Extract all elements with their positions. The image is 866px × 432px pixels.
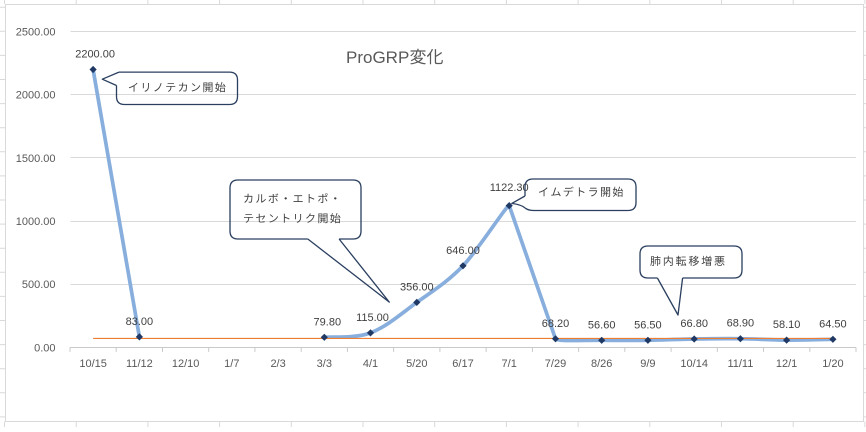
svg-text:356.00: 356.00 xyxy=(400,281,434,293)
svg-text:500.00: 500.00 xyxy=(22,279,56,291)
svg-text:115.00: 115.00 xyxy=(356,312,389,324)
svg-text:2500.00: 2500.00 xyxy=(16,27,56,39)
svg-text:646.00: 646.00 xyxy=(446,245,480,257)
svg-text:1000.00: 1000.00 xyxy=(16,216,56,228)
svg-text:6/17: 6/17 xyxy=(452,358,473,370)
svg-text:1122.30: 1122.30 xyxy=(490,182,529,194)
svg-text:66.80: 66.80 xyxy=(680,318,708,330)
svg-text:58.10: 58.10 xyxy=(773,319,801,331)
svg-text:7/1: 7/1 xyxy=(502,358,517,370)
svg-text:ProGRP: ProGRP xyxy=(346,48,409,67)
svg-text:2000.00: 2000.00 xyxy=(16,90,56,102)
svg-text:0.00: 0.00 xyxy=(34,342,55,354)
svg-text:9/9: 9/9 xyxy=(640,358,655,370)
svg-text:2/3: 2/3 xyxy=(270,358,285,370)
svg-text:3/3: 3/3 xyxy=(317,358,332,370)
svg-text:79.80: 79.80 xyxy=(314,316,342,328)
svg-text:56.50: 56.50 xyxy=(634,319,662,331)
svg-text:5/20: 5/20 xyxy=(406,358,427,370)
svg-text:11/12: 11/12 xyxy=(126,358,153,370)
svg-text:10/15: 10/15 xyxy=(79,358,107,370)
svg-text:12/1: 12/1 xyxy=(776,358,797,370)
svg-text:56.60: 56.60 xyxy=(588,319,616,331)
svg-text:68.20: 68.20 xyxy=(542,318,570,330)
svg-text:68.90: 68.90 xyxy=(727,318,755,330)
svg-text:8/26: 8/26 xyxy=(591,358,612,370)
svg-text:1/20: 1/20 xyxy=(822,358,843,370)
svg-text:7/29: 7/29 xyxy=(545,358,566,370)
svg-text:2200.00: 2200.00 xyxy=(75,49,115,61)
svg-text:10/14: 10/14 xyxy=(680,358,708,370)
svg-text:64.50: 64.50 xyxy=(819,318,847,330)
svg-text:1/7: 1/7 xyxy=(224,358,239,370)
svg-text:12/10: 12/10 xyxy=(172,358,200,370)
svg-text:83.00: 83.00 xyxy=(126,316,154,328)
svg-text:1500.00: 1500.00 xyxy=(16,153,56,165)
svg-text:4/1: 4/1 xyxy=(363,358,378,370)
svg-text:11/11: 11/11 xyxy=(727,358,753,370)
